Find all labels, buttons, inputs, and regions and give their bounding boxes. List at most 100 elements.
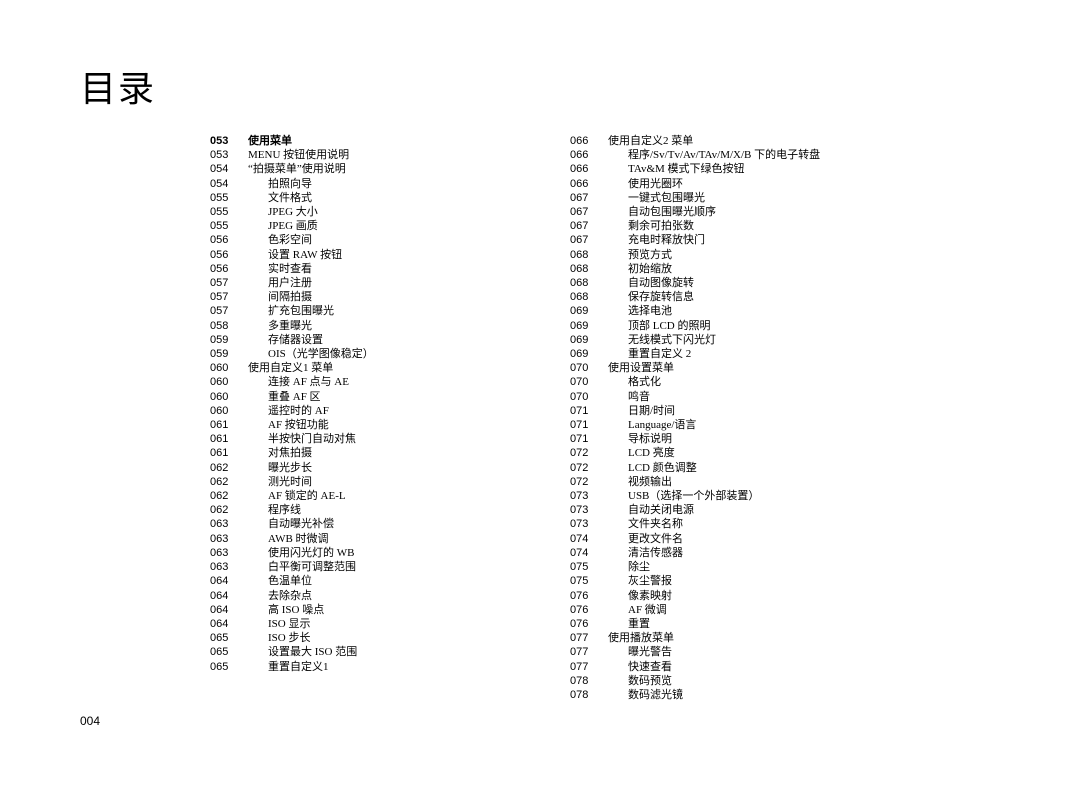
toc-entry-page: 064 xyxy=(210,617,248,631)
toc-entry-page: 073 xyxy=(570,489,608,503)
toc-entry-label: 程序/Sv/Tv/Av/TAv/M/X/B 下的电子转盘 xyxy=(608,148,970,162)
toc-entry: 066使用自定义2 菜单 xyxy=(570,134,970,148)
toc-entry-label: LCD 颜色调整 xyxy=(608,461,970,475)
toc-entry-page: 066 xyxy=(570,177,608,191)
toc-entry-label: USB（选择一个外部装置） xyxy=(608,489,970,503)
toc-entry-page: 063 xyxy=(210,517,248,531)
toc-entry: 063自动曝光补偿 xyxy=(210,517,570,531)
toc-entry: 073文件夹名称 xyxy=(570,517,970,531)
toc-entry: 075除尘 xyxy=(570,560,970,574)
toc-page: 目录 053使用菜单053MENU 按钮使用说明054“拍摄菜单”使用说明054… xyxy=(0,0,1080,800)
toc-entry: 059存储器设置 xyxy=(210,333,570,347)
toc-entry-label: 自动关闭电源 xyxy=(608,503,970,517)
toc-entry: 055JPEG 大小 xyxy=(210,205,570,219)
toc-entry: 074更改文件名 xyxy=(570,532,970,546)
toc-entry-label: 重置 xyxy=(608,617,970,631)
toc-entry-page: 071 xyxy=(570,404,608,418)
toc-entry: 055JPEG 画质 xyxy=(210,219,570,233)
toc-entry-label: 色彩空间 xyxy=(248,233,570,247)
toc-entry-page: 061 xyxy=(210,418,248,432)
toc-entry: 074清洁传感器 xyxy=(570,546,970,560)
toc-entry-label: 清洁传感器 xyxy=(608,546,970,560)
toc-entry-label: TAv&M 模式下绿色按钮 xyxy=(608,162,970,176)
toc-entry: 061对焦拍摄 xyxy=(210,446,570,460)
toc-entry-label: 快速查看 xyxy=(608,660,970,674)
toc-entry-page: 059 xyxy=(210,333,248,347)
toc-entry-page: 053 xyxy=(210,134,248,148)
toc-entry-label: 遥控时的 AF xyxy=(248,404,570,418)
toc-entry-page: 068 xyxy=(570,262,608,276)
toc-entry: 077使用播放菜单 xyxy=(570,631,970,645)
toc-entry-label: 像素映射 xyxy=(608,589,970,603)
toc-entry-label: 设置最大 ISO 范围 xyxy=(248,645,570,659)
toc-entry-label: 去除杂点 xyxy=(248,589,570,603)
toc-entry: 072LCD 颜色调整 xyxy=(570,461,970,475)
toc-entry: 067自动包围曝光顺序 xyxy=(570,205,970,219)
toc-entry: 062测光时间 xyxy=(210,475,570,489)
toc-entry-page: 065 xyxy=(210,645,248,659)
toc-entry: 067充电时释放快门 xyxy=(570,233,970,247)
toc-entry-page: 066 xyxy=(570,134,608,148)
toc-entry: 054“拍摄菜单”使用说明 xyxy=(210,162,570,176)
toc-entry-label: 初始缩放 xyxy=(608,262,970,276)
toc-entry: 077曝光警告 xyxy=(570,645,970,659)
toc-entry-label: 日期/时间 xyxy=(608,404,970,418)
toc-entry-label: 使用闪光灯的 WB xyxy=(248,546,570,560)
toc-entry-label: 自动曝光补偿 xyxy=(248,517,570,531)
toc-entry: 073自动关闭电源 xyxy=(570,503,970,517)
toc-entry-page: 056 xyxy=(210,262,248,276)
toc-entry-page: 057 xyxy=(210,290,248,304)
toc-entry-label: ISO 步长 xyxy=(248,631,570,645)
toc-entry: 065重置自定义1 xyxy=(210,660,570,674)
toc-entry-label: 曝光步长 xyxy=(248,461,570,475)
toc-entry-page: 064 xyxy=(210,574,248,588)
toc-entry: 060遥控时的 AF xyxy=(210,404,570,418)
toc-entry-page: 069 xyxy=(570,333,608,347)
toc-entry: 071日期/时间 xyxy=(570,404,970,418)
toc-entry: 068自动图像旋转 xyxy=(570,276,970,290)
toc-entry-label: 曝光警告 xyxy=(608,645,970,659)
toc-entry: 066程序/Sv/Tv/Av/TAv/M/X/B 下的电子转盘 xyxy=(570,148,970,162)
toc-entry-label: 重置自定义 2 xyxy=(608,347,970,361)
toc-entry-page: 076 xyxy=(570,617,608,631)
toc-entry-label: 使用光圈环 xyxy=(608,177,970,191)
toc-entry-label: 扩充包围曝光 xyxy=(248,304,570,318)
toc-entry-label: 色温单位 xyxy=(248,574,570,588)
toc-entry-page: 064 xyxy=(210,603,248,617)
toc-entry: 057扩充包围曝光 xyxy=(210,304,570,318)
toc-entry-page: 068 xyxy=(570,276,608,290)
toc-entry-label: 文件夹名称 xyxy=(608,517,970,531)
toc-entry-label: 使用自定义1 菜单 xyxy=(248,361,570,375)
toc-entry: 076像素映射 xyxy=(570,589,970,603)
toc-entry: 064色温单位 xyxy=(210,574,570,588)
toc-entry-page: 067 xyxy=(570,233,608,247)
toc-entry: 063AWB 时微调 xyxy=(210,532,570,546)
toc-entry-page: 070 xyxy=(570,375,608,389)
toc-entry: 065ISO 步长 xyxy=(210,631,570,645)
toc-entry-page: 074 xyxy=(570,546,608,560)
toc-entry-page: 055 xyxy=(210,191,248,205)
toc-entry: 070格式化 xyxy=(570,375,970,389)
toc-entry: 078数码滤光镜 xyxy=(570,688,970,702)
toc-entry: 061AF 按钮功能 xyxy=(210,418,570,432)
toc-entry-page: 060 xyxy=(210,361,248,375)
toc-entry-label: 剩余可拍张数 xyxy=(608,219,970,233)
toc-entry: 077快速查看 xyxy=(570,660,970,674)
toc-entry-page: 061 xyxy=(210,432,248,446)
toc-entry: 054拍照向导 xyxy=(210,177,570,191)
toc-entry-page: 060 xyxy=(210,375,248,389)
toc-entry: 072LCD 亮度 xyxy=(570,446,970,460)
toc-entry: 069重置自定义 2 xyxy=(570,347,970,361)
toc-entry-label: 充电时释放快门 xyxy=(608,233,970,247)
toc-entry-page: 062 xyxy=(210,461,248,475)
toc-entry-label: 数码预览 xyxy=(608,674,970,688)
toc-entry-page: 075 xyxy=(570,574,608,588)
toc-entry-page: 068 xyxy=(570,290,608,304)
toc-entry-page: 072 xyxy=(570,475,608,489)
toc-entry-page: 062 xyxy=(210,475,248,489)
page-number: 004 xyxy=(80,714,100,728)
toc-entry-label: 选择电池 xyxy=(608,304,970,318)
toc-entry: 060连接 AF 点与 AE xyxy=(210,375,570,389)
toc-entry-page: 077 xyxy=(570,660,608,674)
toc-entry-page: 054 xyxy=(210,177,248,191)
